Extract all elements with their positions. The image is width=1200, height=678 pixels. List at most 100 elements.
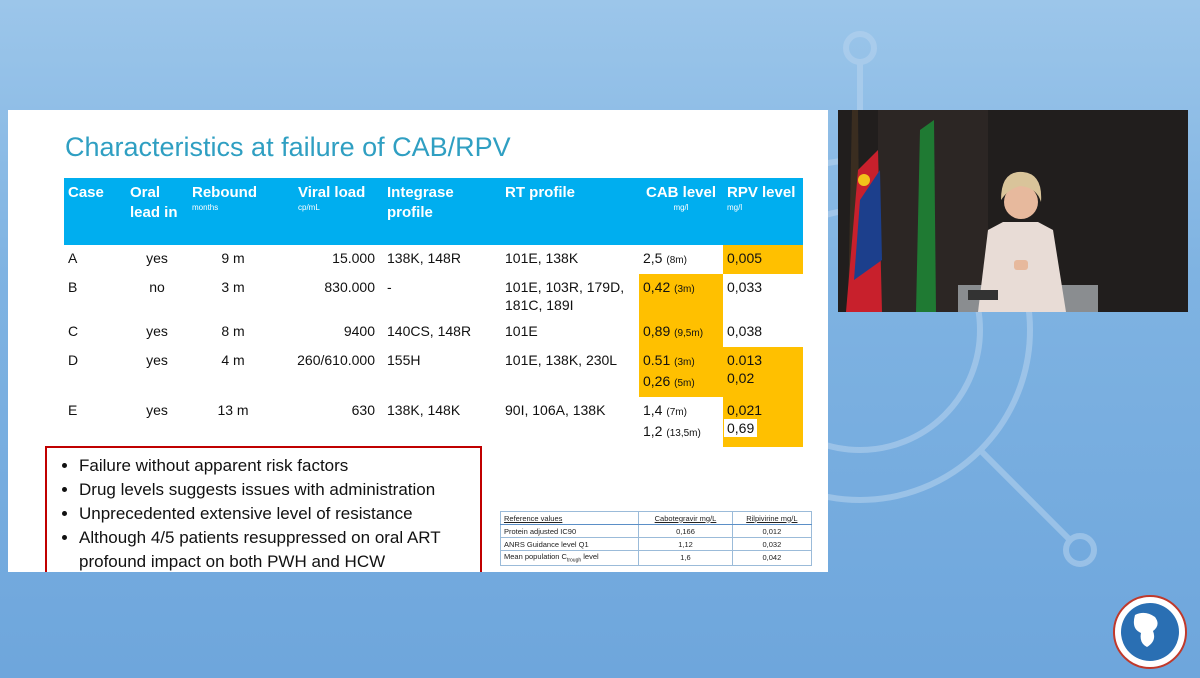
reference-subscript: trough [566,557,582,564]
header-unit: mg/l [727,203,743,212]
cell-text: yes [146,402,168,418]
header-text: Case [68,184,104,201]
reference-text: Protein adjusted IC90 [504,526,577,536]
table-cell: 1,4 (7m) 1,2 (13,5m) [639,397,723,447]
cell-text: yes [146,250,168,266]
reference-text: 0,032 [762,539,782,549]
level-note: (7m) [666,407,687,418]
header-text: RPV level [727,184,796,201]
cell-text: 101E, 103R, 179D, 181C, 189I [505,279,625,313]
cell-text: 101E, 138K [505,250,579,266]
level-note: (3m) [674,284,695,295]
level-value: 0,26 [643,373,671,389]
table-cell: 138K, 148R [383,245,501,274]
logo [1113,595,1187,669]
table-cell: D [64,347,126,397]
level-value: 0,42 [643,279,671,295]
column-header: CAB level mg/l [639,178,723,245]
bullet: Failure without apparent risk factors [79,454,489,478]
table-cell: 4 m [188,347,278,397]
reference-cell: 0,166 [638,524,733,538]
table-cell: 101E, 103R, 179D, 181C, 189I [501,274,639,318]
reference-text: ANRS Guidance level Q1 [504,539,589,549]
column-header: RPV level mg/l [723,178,803,245]
table-cell: 15.000 [278,245,383,274]
table-cell: 140CS, 148R [383,318,501,347]
header-text: Integrase profile [387,184,454,221]
reference-row: Mean population Ctrough level 1,6 0,042 [499,550,813,566]
speaker-video [838,110,1188,312]
cell-text: 9 m [221,250,245,266]
table-cell: B [64,274,126,318]
table-cell: 9400 [278,318,383,347]
level-value: 0,89 [643,323,671,339]
summary-box: Failure without apparent risk factorsDru… [45,446,482,572]
reference-cell: 1,6 [638,550,733,566]
level-value: 0.51 [643,352,671,368]
column-header: Viral load cp/mL [278,178,383,245]
table-cell: 138K, 148K [383,397,501,447]
level-line: 1,4 (7m) [643,401,719,422]
reference-text: 1,12 [678,539,693,549]
level-line: 0,42 (3m) [643,278,719,299]
table-cell: yes [126,318,188,347]
level-note: (3m) [674,357,695,368]
column-header: Oral lead in [126,178,188,245]
cell-text: no [149,279,165,295]
level-note: (13,5m) [666,428,701,439]
cell-text: 0,021 [727,402,763,418]
table-cell: 101E [501,318,639,347]
table-cell: 0.013 0,02 [723,347,803,397]
reference-cell: 1,12 [638,537,733,551]
table-cell: yes [126,397,188,447]
table-cell: 155H [383,347,501,397]
level-note: (5m) [674,378,695,389]
level-line: 0,26 (5m) [643,372,719,393]
column-header: RT profile [501,178,639,245]
table-cell: 13 m [188,397,278,447]
level-note: (8m) [666,255,687,266]
cell-text: 90I, 106A, 138K [505,402,606,418]
header-text: Oral lead in [130,184,178,221]
level-line: 2,5 (8m) [643,249,719,270]
level-value: 1,4 [643,402,663,418]
cell-text: 630 [351,402,375,418]
table-cell: 3 m [188,274,278,318]
header-text: Rebound [192,184,257,201]
cell-text: 830.000 [324,279,375,295]
header-row: Case Oral lead in Rebound months Viral load c… [64,178,803,245]
reference-text: 0,166 [676,526,695,536]
table-cell: - [383,274,501,318]
level-value: 1,2 [643,423,663,439]
reference-text: 0,012 [762,526,782,536]
bullet: Unprecedented extensive level of resista… [79,502,489,526]
cell-text: yes [146,352,168,368]
cell-text: 140CS, 148R [387,323,472,339]
table-cell: 0.51 (3m) 0,26 (5m) [639,347,723,397]
cell-text: 260/610.000 [297,352,375,368]
cell-text: 8 m [221,323,245,339]
cell-text: A [68,250,78,266]
table-cell: A [64,245,126,274]
column-header: Integrase profile [383,178,501,245]
reference-text: level [581,552,599,561]
cell-text: 0,02 [727,370,755,386]
reference-text: 1,6 [680,553,691,563]
cell-text: yes [146,323,168,339]
table-cell: 101E, 138K, 230L [501,347,639,397]
table-cell: 0,005 [723,245,803,274]
failure-table: Case Oral lead in Rebound months Viral load c… [64,178,803,447]
cell-text: 9400 [343,323,375,339]
cell-text: B [68,279,78,295]
video-frame [838,110,1188,312]
table-cell: 830.000 [278,274,383,318]
header-unit: cp/mL [298,203,320,212]
table-cell: 630 [278,397,383,447]
cell-text: 138K, 148K [387,402,461,418]
cell-text: 15.000 [332,250,375,266]
cell-text: 138K, 148R [387,250,461,266]
cell-text: - [387,279,392,295]
